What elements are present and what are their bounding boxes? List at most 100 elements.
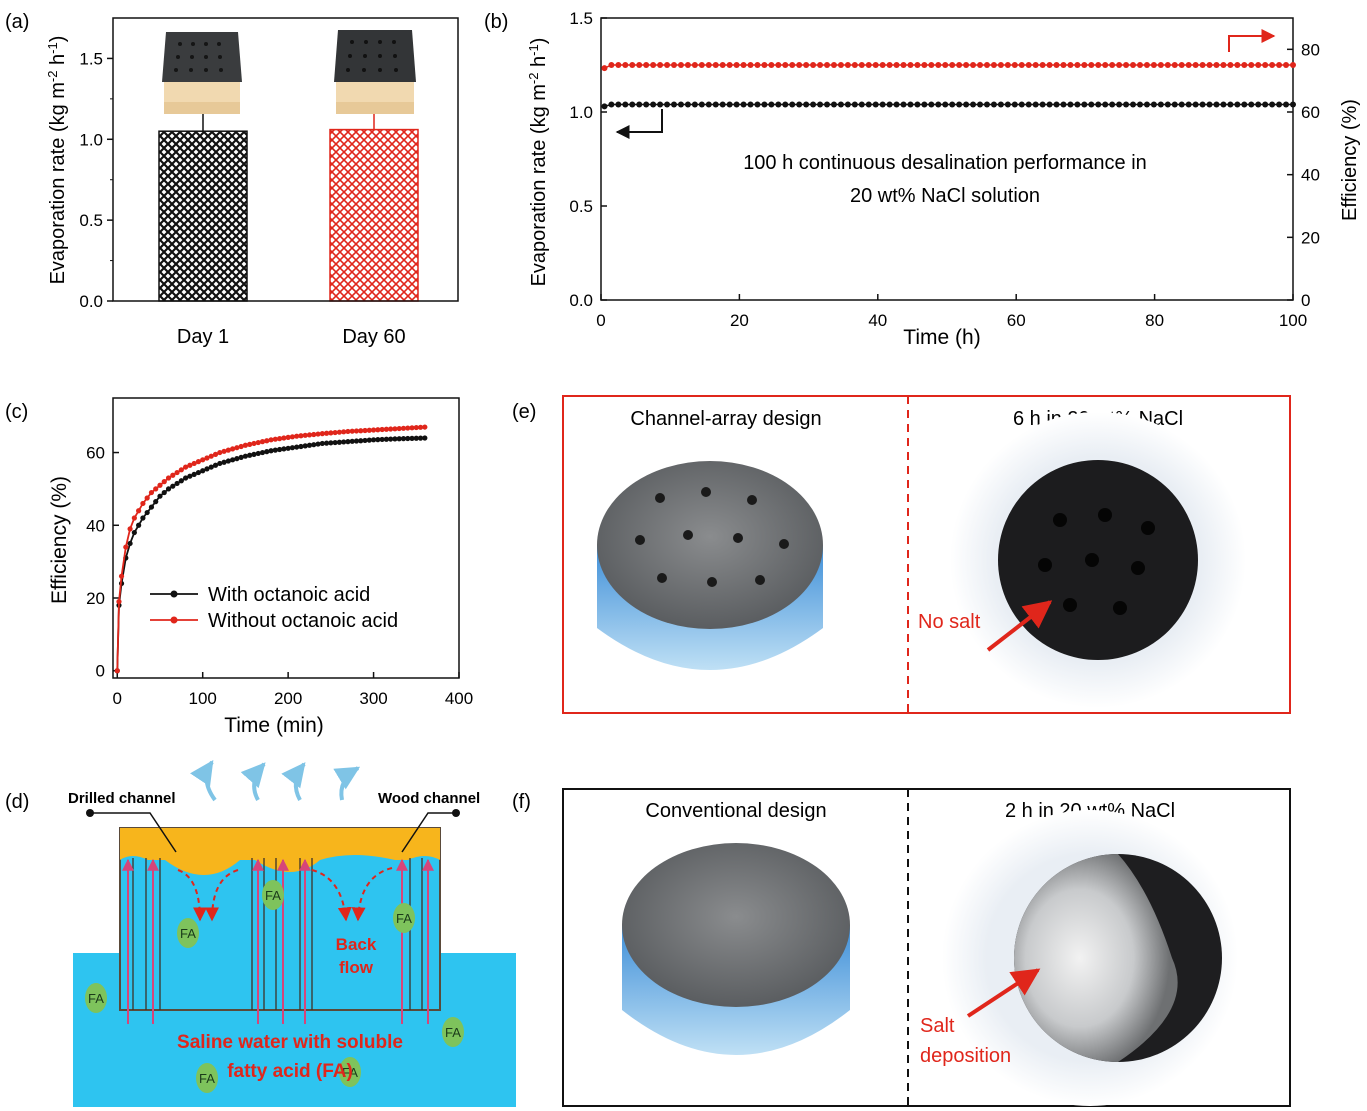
data-point-1	[328, 430, 334, 436]
data-point-right	[796, 62, 803, 68]
data-point-1	[170, 472, 176, 478]
data-point-left	[1136, 101, 1143, 108]
data-point-right	[712, 62, 719, 68]
data-point-left	[921, 101, 928, 108]
data-point-1	[319, 431, 325, 437]
data-point-1	[127, 526, 133, 532]
data-point-1	[191, 460, 197, 467]
data-point-0	[383, 436, 389, 442]
data-point-left	[636, 101, 643, 108]
x-tick-label: 300	[359, 689, 387, 708]
y-tick-label: 0.5	[79, 211, 103, 230]
data-point-right	[719, 62, 726, 68]
data-point-1	[123, 544, 129, 550]
data-point-right	[865, 62, 872, 68]
data-point-left	[970, 101, 977, 108]
fatty-acid-label: FA	[342, 1065, 358, 1080]
data-point-right	[942, 62, 949, 68]
x-tick-label: Day 1	[177, 326, 229, 348]
data-point-right	[761, 62, 768, 68]
fatty-acid-label: FA	[88, 991, 104, 1006]
data-point-0	[358, 438, 364, 444]
fatty-acid-blob	[177, 918, 199, 948]
bar-day-1	[158, 130, 248, 302]
data-point-1	[272, 436, 278, 442]
data-point-0	[165, 486, 172, 492]
data-point-1	[148, 489, 155, 496]
data-point-left	[691, 101, 698, 108]
data-point-1	[311, 431, 317, 438]
data-point-0	[388, 436, 394, 442]
panel-d: (d) Drilled channel Wood channel Ba	[5, 760, 516, 1107]
data-point-right	[1143, 62, 1150, 68]
data-point-right	[1123, 62, 1130, 68]
chart-a-sample-photos	[162, 30, 416, 114]
saline-water-label-2: fatty acid (FA)	[227, 1061, 353, 1082]
data-point-left	[830, 101, 837, 108]
data-point-1	[268, 437, 274, 443]
chart-a-bars	[158, 104, 419, 302]
data-point-right	[1116, 62, 1123, 68]
data-point-0	[221, 459, 227, 465]
data-point-0	[422, 435, 428, 441]
chart-a: Day 1 Day 60 0.0 0.5 1.0 1.5 Evaporation rate …	[45, 17, 459, 348]
data-point-0	[191, 471, 197, 477]
data-point-right	[1130, 62, 1137, 68]
data-point-0	[400, 436, 407, 442]
data-point-right	[956, 62, 963, 68]
data-point-left	[879, 101, 886, 108]
data-point-0	[225, 458, 231, 464]
fatty-acid-label: FA	[445, 1025, 461, 1040]
vapor-arrows	[190, 760, 361, 802]
y-tick-label: 0.0	[79, 292, 103, 311]
data-point-right	[1109, 62, 1116, 68]
panel-f: (f) Conventional design 2 h in 20 wt% Na…	[512, 788, 1291, 1107]
data-point-0	[170, 483, 176, 489]
data-point-right	[1248, 62, 1255, 68]
data-point-right	[789, 62, 796, 68]
data-point-0	[370, 437, 377, 443]
data-point-0	[315, 441, 321, 447]
data-point-right	[747, 62, 754, 68]
data-point-left	[983, 101, 990, 108]
data-point-right	[657, 62, 664, 68]
x-tick-label: 400	[445, 689, 473, 708]
data-point-left	[789, 101, 796, 108]
data-point-right	[935, 62, 942, 68]
data-point-right	[907, 62, 914, 68]
data-point-right	[615, 62, 622, 68]
data-point-right	[1150, 62, 1157, 68]
panel-c: (c) 0 100 200 300 400 0 20 40 60 Time (min) Effici…	[5, 397, 473, 737]
data-point-0	[230, 457, 236, 463]
data-point-1	[323, 430, 330, 436]
upward-flow-arrows	[122, 858, 434, 1024]
data-point-right	[726, 62, 733, 68]
chart-a-frame	[112, 17, 459, 302]
wood-channels	[132, 858, 423, 1010]
data-point-0	[294, 444, 300, 450]
data-point-1	[413, 424, 419, 431]
data-point-right	[1011, 62, 1018, 68]
data-point-right	[970, 62, 977, 68]
channel-array-sample-photo	[597, 461, 823, 670]
data-point-right	[900, 62, 907, 68]
data-point-left	[1157, 101, 1164, 108]
y2-tick-label: 40	[1301, 166, 1320, 185]
data-point-left	[796, 101, 803, 108]
wood-channel-label: Wood channel	[378, 790, 480, 807]
data-point-right	[810, 62, 817, 68]
data-point-left	[1143, 101, 1150, 108]
panel-a-label: (a)	[5, 11, 29, 33]
channel-array-after-6h-photo	[950, 412, 1246, 708]
data-point-left	[1046, 101, 1053, 108]
left-axis-indicator-arrow	[615, 109, 663, 139]
chart-b-frame	[600, 17, 1294, 301]
data-point-left	[872, 101, 879, 108]
y-tick-label: 0.0	[569, 291, 593, 310]
data-point-left	[1074, 101, 1081, 108]
data-point-0	[204, 466, 210, 472]
data-point-right	[1088, 62, 1095, 68]
data-point-right	[1290, 62, 1296, 68]
salt-deposition-label-1: Salt	[920, 1015, 955, 1037]
data-point-left	[1004, 101, 1011, 108]
